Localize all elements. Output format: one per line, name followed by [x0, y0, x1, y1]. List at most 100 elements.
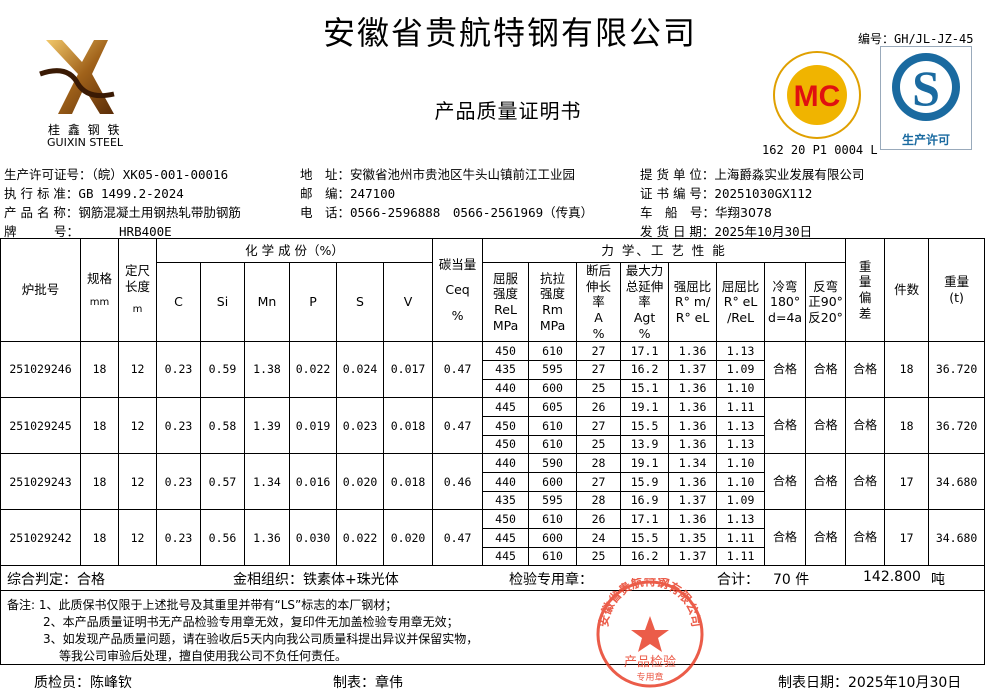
header-batch: 炉批号: [0, 237, 81, 343]
length: 12: [118, 453, 157, 511]
header-mech-line: 冷弯: [772, 278, 798, 294]
remark-line: 等我公司审验后处理，擅自使用我公司不负任何责任。: [59, 649, 348, 663]
metallography: 金相组织：铁素体+珠光体: [233, 572, 399, 588]
test-value: 1.36: [668, 415, 718, 436]
info-item: 电 话：0566-2596888 0566-2561969（传真）: [300, 202, 593, 221]
info-value: 安徽省池州市贵池区牛头山镇前江工业园: [350, 167, 576, 182]
piece-count: 18: [884, 397, 930, 455]
test-value: 1.13: [716, 509, 766, 529]
info-value: GB 1499.2-2024: [78, 186, 184, 201]
test-value: 610: [528, 509, 578, 529]
test-value: 27: [576, 359, 622, 380]
info-item: 执 行 标 准：GB 1499.2-2024: [4, 183, 184, 202]
test-value: 595: [528, 359, 578, 380]
header-mech-line: 最大力: [625, 263, 664, 278]
test-value: 445: [482, 397, 530, 417]
test-value: 445: [482, 528, 530, 548]
total-label: 合计：: [717, 572, 759, 588]
total-count: 70 件: [773, 572, 810, 588]
header-mech-line: MPa: [539, 317, 566, 333]
test-value: 435: [482, 490, 530, 511]
header-ceq-label: 碳当量: [438, 256, 477, 272]
length: 12: [118, 397, 157, 455]
info-value: 0566-2596888 0566-2561969（传真）: [350, 205, 594, 220]
inspection-stamp-label: 检验专用章：: [509, 572, 593, 588]
spec: 18: [80, 453, 119, 511]
quality-table: 炉批号 规格 mm 定尺长度 m 化 学 成 份（%） 碳当量 Ceq% 力 学、工 …: [0, 237, 986, 567]
test-value: 440: [482, 453, 530, 473]
test-value: 15.9: [620, 471, 670, 492]
info-label: 邮 编：: [300, 186, 351, 201]
batch-number: 251029245: [0, 397, 81, 455]
header-ceq-sub: Ceq: [445, 282, 470, 298]
summary-row: 综合判定：合格 金相组织：铁素体+珠光体 检验专用章： 合计： 70 件 142…: [0, 565, 985, 591]
header-weight-dev-label: 重量偏差: [858, 258, 872, 321]
info-item: 车 船 号：华翔3078: [640, 202, 772, 221]
chem-s: 0.022: [336, 509, 384, 567]
test-value: 24: [576, 528, 622, 548]
test-value: 435: [482, 359, 530, 380]
test-value: 27: [576, 471, 622, 492]
header-mech-line: MPa: [492, 317, 519, 333]
test-value: 610: [528, 341, 578, 361]
header-chem-si: Si: [200, 261, 245, 343]
length: 12: [118, 509, 157, 567]
weight: 34.680: [928, 509, 986, 567]
ceq: 0.47: [432, 341, 484, 399]
info-label: 牌 号：: [4, 224, 80, 239]
batch-number: 251029246: [0, 341, 81, 399]
test-value: 25: [576, 378, 622, 399]
test-value: 15.5: [620, 415, 670, 436]
weight: 36.720: [928, 341, 986, 399]
table-row: 251029245 18 12 0.23 0.58 1.39 0.019 0.023 0.018…: [0, 397, 986, 455]
test-value: 1.09: [716, 359, 766, 380]
test-value: 610: [528, 415, 578, 436]
test-value: 15.5: [620, 528, 670, 548]
table-row: 435 595 27 16.2 1.37 1.09: [1, 359, 985, 380]
chem-c: 0.23: [156, 397, 201, 455]
weight: 34.680: [928, 453, 986, 511]
header-chem-v: V: [382, 261, 434, 343]
header-mech-line: 伸长: [586, 278, 612, 294]
test-value: 1.36: [668, 341, 718, 361]
header-mech-line: 屈屈比: [721, 278, 760, 294]
header-spec-unit: mm: [89, 296, 110, 308]
weight-deviation: 合格: [845, 509, 886, 567]
header-mech-line: %: [592, 325, 605, 341]
test-value: 16.2: [620, 546, 670, 567]
header-mech-line: 断后: [586, 263, 612, 278]
info-item: 产 品 名 称：钢筋混凝土用钢热轧带肋钢筋: [4, 202, 241, 221]
weight: 36.720: [928, 397, 986, 455]
test-value: 1.10: [716, 378, 766, 399]
test-value: 605: [528, 397, 578, 417]
info-value: 上海爵淼实业发展有限公司: [714, 167, 865, 182]
svg-text:专用章: 专用章: [636, 671, 663, 683]
chem-s: 0.024: [336, 341, 384, 399]
test-value: 1.13: [716, 415, 766, 436]
header-mech-6: 冷弯 180° d=4a: [764, 261, 807, 343]
company-logo: [38, 34, 116, 120]
header-weight-unit: (t): [949, 290, 964, 306]
chem-v: 0.018: [382, 453, 434, 511]
test-value: 1.36: [668, 397, 718, 417]
header-mech-line: 率: [592, 294, 605, 310]
header-mech-line: Agt: [633, 309, 656, 325]
info-label: 提 货 单 位：: [640, 167, 715, 182]
chem-si: 0.59: [200, 341, 245, 399]
batch-number: 251029243: [0, 453, 81, 511]
test-value: 450: [482, 341, 530, 361]
test-value: 27: [576, 341, 622, 361]
test-value: 1.37: [668, 359, 718, 380]
spec: 18: [80, 397, 119, 455]
info-item: 发 货 日 期：2025年10月30日: [640, 221, 812, 240]
weight-deviation: 合格: [845, 397, 886, 455]
test-value: 26: [576, 509, 622, 529]
weight-deviation: 合格: [845, 453, 886, 511]
test-value: 16.9: [620, 490, 670, 511]
chem-v: 0.018: [382, 397, 434, 455]
rebend: 合格: [805, 453, 847, 511]
chem-mn: 1.34: [244, 453, 290, 511]
test-value: 1.36: [668, 434, 718, 455]
test-value: 26: [576, 397, 622, 417]
info-label: 电 话：: [300, 205, 351, 220]
